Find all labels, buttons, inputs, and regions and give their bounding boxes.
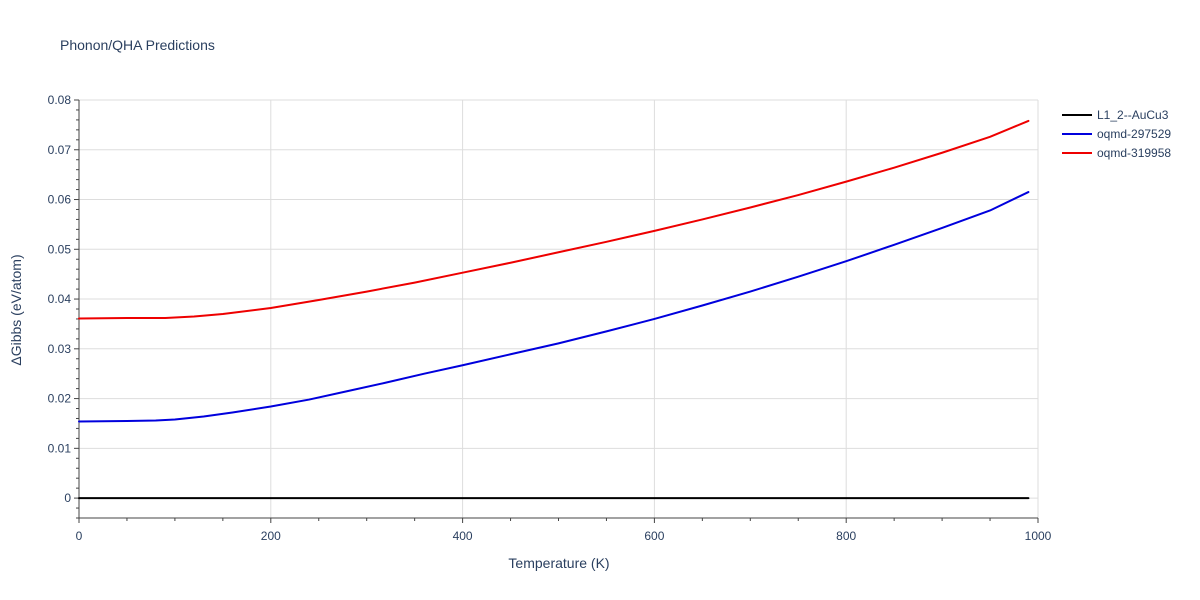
x-tick-label: 800 bbox=[836, 529, 856, 543]
series-line-oqmd-297529[interactable] bbox=[78, 191, 1030, 423]
legend-item[interactable]: oqmd-297529 bbox=[1062, 127, 1171, 141]
x-tick-label: 200 bbox=[261, 529, 281, 543]
legend-label: oqmd-319958 bbox=[1097, 146, 1171, 160]
y-tick-label: 0.03 bbox=[48, 342, 72, 356]
grid bbox=[78, 99, 1039, 518]
chart-title: Phonon/QHA Predictions bbox=[60, 37, 215, 53]
series-lines bbox=[78, 119, 1030, 500]
y-tick-label: 0.01 bbox=[48, 441, 72, 455]
y-tick-label: 0.05 bbox=[48, 242, 72, 256]
x-tick-label: 0 bbox=[76, 529, 83, 543]
legend-item[interactable]: oqmd-319958 bbox=[1062, 146, 1171, 160]
legend[interactable]: L1_2--AuCu3 oqmd-297529 oqmd-319958 bbox=[1062, 108, 1171, 160]
x-axis-title: Temperature (K) bbox=[508, 555, 609, 571]
y-tick-label: 0.02 bbox=[48, 392, 72, 406]
y-tick-label: 0.08 bbox=[48, 93, 72, 107]
x-tick-label: 1000 bbox=[1025, 529, 1052, 543]
y-tick-label: 0.04 bbox=[48, 292, 72, 306]
y-tick-label: 0.06 bbox=[48, 193, 72, 207]
legend-item[interactable]: L1_2--AuCu3 bbox=[1062, 108, 1169, 122]
legend-label: L1_2--AuCu3 bbox=[1097, 108, 1169, 122]
x-tick-label: 400 bbox=[453, 529, 473, 543]
series-line-oqmd-319958[interactable] bbox=[78, 119, 1030, 320]
y-tick-label: 0 bbox=[64, 491, 71, 505]
x-tick-label: 600 bbox=[644, 529, 664, 543]
y-tick-label: 0.07 bbox=[48, 143, 72, 157]
y-axis-title: ΔGibbs (eV/atom) bbox=[8, 254, 24, 365]
legend-label: oqmd-297529 bbox=[1097, 127, 1171, 141]
axes: 0 200 400 600 800 1000 0 0.01 0.02 0.03 0.04 0.05 0.… bbox=[48, 93, 1052, 543]
